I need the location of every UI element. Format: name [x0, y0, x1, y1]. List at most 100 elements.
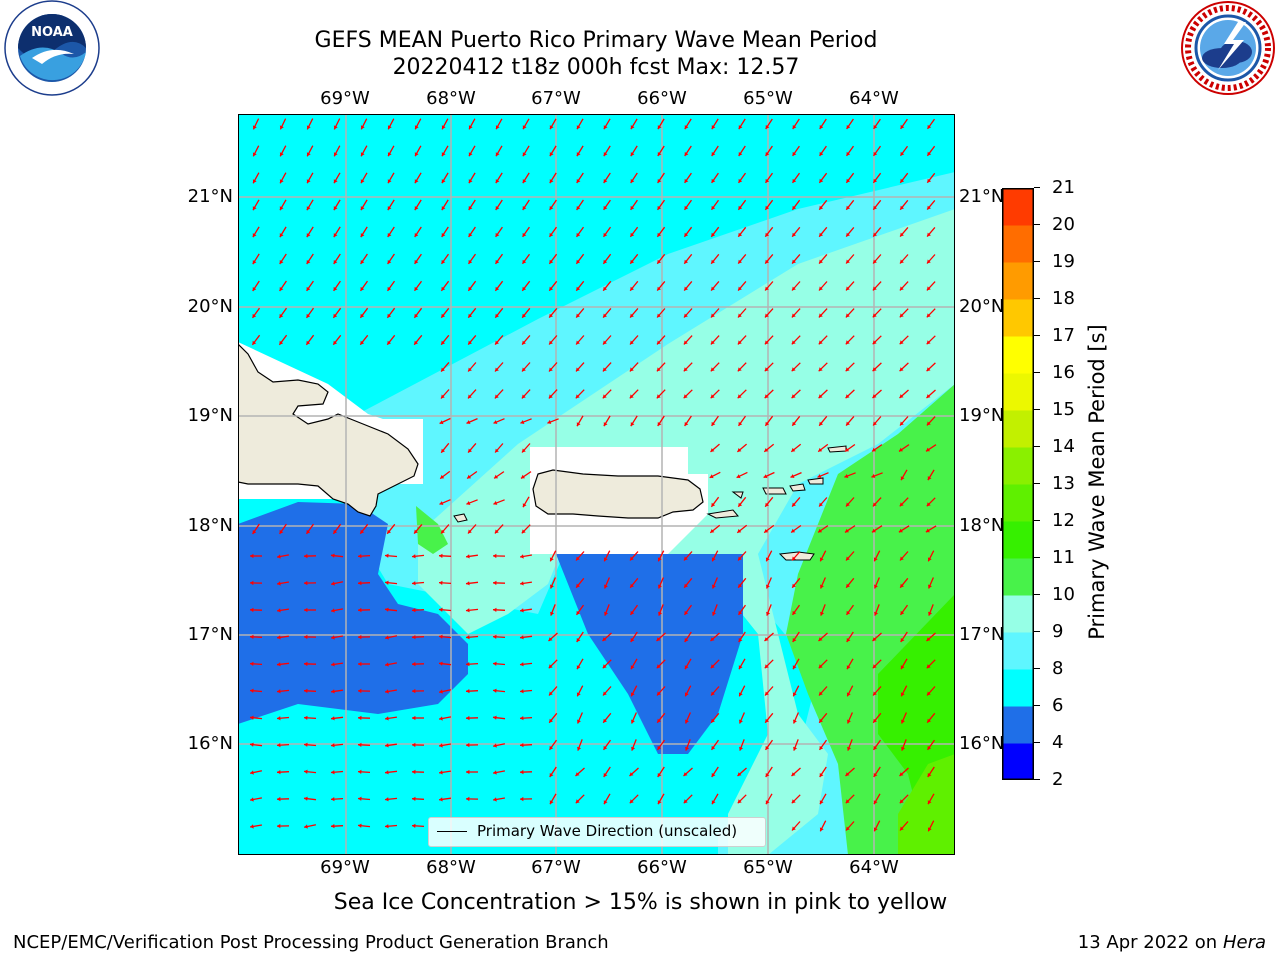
wave-arrow-head	[603, 800, 608, 805]
wave-arrow-head	[765, 152, 770, 156]
colorbar-tick-label: 14	[1052, 436, 1075, 457]
wave-arrow-head	[819, 691, 823, 696]
wave-arrow-head	[928, 584, 932, 589]
wave-arrow-head	[520, 554, 524, 559]
wave-arrow-head	[630, 232, 635, 237]
wave-arrow-head	[304, 769, 308, 774]
wave-arrow-head	[846, 610, 851, 615]
wave-arrow-head	[493, 553, 497, 559]
wave-arrow-head	[576, 152, 581, 157]
wave-arrow-head	[549, 340, 553, 345]
wave-arrow-head	[709, 474, 714, 479]
wave-arrow-head	[250, 553, 254, 559]
wave-arrow-head	[846, 178, 851, 183]
wave-arrow-head	[819, 827, 824, 832]
wave-arrow-head	[872, 528, 876, 533]
nws-logo-icon	[1178, 0, 1278, 100]
wave-arrow-head	[926, 637, 931, 641]
colorbar-tick-label: 18	[1052, 288, 1075, 309]
wave-arrow-head	[550, 611, 555, 616]
wave-arrow-head	[575, 394, 580, 399]
wave-arrow-head	[549, 745, 554, 750]
wave-arrow-head	[684, 583, 688, 588]
wave-arrow-head	[765, 178, 770, 183]
wave-arrow-head	[765, 232, 770, 237]
wave-arrow-head	[630, 205, 635, 210]
wave-arrow-head	[603, 179, 608, 183]
lat-label-right: 17°N	[959, 624, 1005, 645]
wave-arrow-head	[602, 394, 607, 399]
colorbar-tick-label: 2	[1052, 769, 1064, 790]
wave-arrow-head	[873, 691, 877, 696]
wave-arrow-head	[466, 554, 470, 559]
wave-arrow-head	[872, 637, 877, 641]
legend-line-icon	[437, 831, 467, 832]
wave-arrow-head	[846, 259, 850, 264]
lat-label-right: 18°N	[959, 515, 1005, 536]
wave-arrow-head	[765, 718, 769, 723]
wave-arrow-head	[358, 769, 362, 774]
wave-arrow-head	[790, 474, 795, 478]
wave-arrow-head	[684, 638, 689, 642]
wave-arrow-head	[873, 800, 878, 805]
wave-arrow-head	[360, 206, 365, 211]
wave-arrow-head	[765, 691, 769, 696]
wave-arrow-head	[792, 205, 797, 210]
wave-arrow-head	[819, 557, 824, 562]
wave-arrow-head	[441, 233, 446, 237]
wave-arrow-head	[576, 125, 581, 130]
wave-arrow-head	[466, 608, 470, 613]
wave-arrow-head	[493, 661, 497, 666]
wave-arrow-head	[710, 664, 715, 669]
wave-arrow-head	[495, 340, 499, 345]
wave-arrow-head	[414, 529, 418, 534]
wave-arrow-head	[900, 151, 905, 156]
wave-arrow-head	[845, 528, 849, 533]
wave-arrow-head	[520, 689, 524, 694]
wave-arrow-head	[495, 259, 500, 264]
colorbar-swatch	[1002, 447, 1034, 485]
wave-arrow-head	[926, 421, 931, 426]
wave-arrow-head	[549, 718, 553, 723]
wave-arrow-head	[819, 151, 824, 156]
wave-arrow-head	[793, 719, 797, 724]
wave-arrow-head	[873, 151, 878, 156]
wave-arrow-head	[412, 635, 416, 640]
wave-arrow-head	[522, 286, 527, 291]
wave-arrow-head	[521, 394, 526, 399]
wave-arrow-head	[872, 340, 877, 345]
wave-arrow-head	[495, 286, 500, 291]
wave-arrow-head	[845, 799, 850, 804]
wave-arrow-head	[657, 340, 661, 345]
wave-arrow-head	[387, 206, 392, 211]
land-st-croix	[778, 551, 815, 561]
wave-arrow-head	[279, 313, 284, 318]
wave-arrow-head	[630, 259, 635, 264]
footer-date: 13 Apr 2022 on Hera	[1078, 932, 1266, 953]
wave-arrow-head	[387, 313, 392, 318]
wave-arrow-head	[250, 661, 254, 666]
wave-arrow-head	[385, 607, 389, 612]
wave-arrow-head	[927, 259, 931, 264]
wave-arrow-head	[684, 259, 688, 264]
wave-arrow-head	[926, 664, 931, 669]
wave-arrow-head	[250, 742, 254, 747]
wave-arrow-head	[250, 688, 254, 693]
colorbar-tick-label: 16	[1052, 362, 1075, 383]
colorbar-tick-mark	[1034, 224, 1040, 226]
wave-arrow-head	[900, 232, 904, 237]
wave-arrow-head	[468, 394, 472, 399]
wave-arrow-head	[927, 718, 931, 723]
wave-arrow-head	[439, 501, 444, 505]
wave-arrow-head	[872, 367, 877, 372]
wave-arrow-head	[522, 259, 527, 264]
wave-arrow-head	[738, 556, 742, 561]
colorbar-swatch	[1002, 743, 1034, 781]
wave-arrow-head	[385, 553, 389, 558]
lat-label-right: 21°N	[959, 186, 1005, 207]
wave-arrow-head	[604, 611, 609, 616]
wave-arrow-head	[414, 313, 419, 318]
wave-arrow-head	[657, 259, 662, 264]
wave-period-map	[237, 114, 955, 855]
wave-arrow-head	[711, 125, 716, 130]
